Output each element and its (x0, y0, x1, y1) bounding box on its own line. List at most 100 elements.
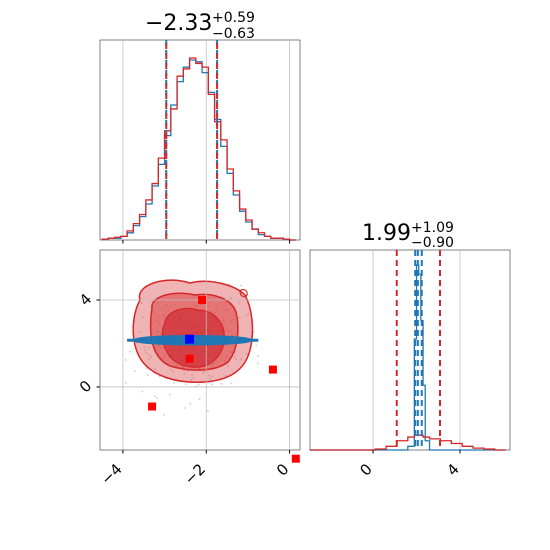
red-square-marker (148, 402, 157, 411)
scatter-sample-point (215, 305, 218, 308)
scatter-sample-point (195, 304, 197, 307)
scatter-sample-point (157, 330, 159, 333)
red-square-marker (185, 354, 194, 363)
joint-xtick-label: −4 (97, 460, 125, 488)
scatter-sample-point (168, 393, 171, 396)
scatter-sample-point (184, 383, 187, 386)
scatter-sample-point (220, 382, 223, 385)
scatter-sample-point (224, 360, 227, 363)
scatter-sample-point (158, 344, 161, 347)
scatter-sample-point (163, 317, 165, 320)
red-square-marker (198, 296, 207, 304)
scatter-sample-point (142, 316, 145, 319)
scatter-sample-point (238, 301, 241, 304)
p1-title-upper: +0.59 (212, 10, 255, 26)
scatter-sample-point (209, 377, 212, 380)
joint-xtick-label: −2 (181, 460, 209, 488)
joint-ytick-label: 0 (76, 377, 95, 396)
p2-histogram-frame (309, 249, 511, 451)
red-density-contours (132, 279, 254, 384)
scatter-sample-point (140, 302, 143, 305)
scatter-sample-point (163, 413, 166, 416)
p1-histogram-frame (99, 39, 301, 241)
scatter-sample-point (191, 374, 193, 376)
scatter-sample-point (198, 398, 201, 401)
scatter-sample-point (145, 367, 148, 370)
p2-title-value: 1.99 (362, 221, 411, 246)
scatter-sample-point (124, 359, 127, 361)
scatter-sample-point (141, 390, 144, 393)
scatter-sample-point (146, 374, 149, 377)
scatter-sample-point (256, 362, 259, 365)
scatter-sample-point (212, 362, 215, 365)
scatter-sample-point (210, 383, 213, 386)
scatter-sample-point (150, 355, 153, 358)
scatter-sample-point (222, 323, 225, 326)
scatter-sample-point (129, 350, 132, 353)
scatter-sample-point (215, 360, 218, 363)
joint-ytick-label: 4 (76, 290, 95, 309)
scatter-sample-point (154, 367, 156, 370)
p1-hist-red-series (101, 57, 296, 241)
scatter-sample-point (164, 355, 166, 358)
scatter-sample-point (256, 354, 259, 357)
scatter-sample-point (246, 352, 248, 355)
scatter-sample-point (148, 357, 150, 360)
red-square-marker (268, 365, 277, 374)
scatter-sample-point (183, 373, 186, 375)
scatter-sample-point (172, 371, 175, 373)
scatter-sample-point (167, 309, 170, 312)
scatter-sample-point (155, 320, 158, 323)
scatter-sample-point (224, 344, 227, 347)
scatter-sample-point (228, 283, 231, 286)
p1-histogram-panel (99, 39, 301, 241)
p2-histogram-panel (309, 249, 511, 451)
scatter-sample-point (229, 382, 232, 385)
scatter-sample-point (211, 375, 214, 378)
scatter-sample-point (184, 407, 187, 409)
scatter-sample-point (162, 314, 165, 316)
scatter-sample-point (125, 381, 127, 384)
scatter-sample-point (197, 383, 200, 386)
scatter-sample-point (155, 397, 158, 399)
scatter-sample-point (240, 284, 243, 287)
scatter-sample-point (145, 352, 148, 354)
scatter-sample-point (181, 366, 184, 369)
scatter-sample-point (210, 364, 213, 367)
blue-square-marker (185, 334, 195, 344)
contour-island (239, 289, 248, 298)
scatter-sample-point (133, 370, 136, 373)
scatter-sample-point (235, 358, 237, 361)
scatter-sample-point (207, 374, 210, 377)
scatter-sample-point (230, 297, 232, 300)
scatter-sample-point (156, 346, 159, 349)
scatter-sample-point (174, 303, 177, 306)
scatter-sample-point (160, 346, 163, 349)
p1-title-lower: −0.63 (212, 26, 255, 42)
red-square-marker (291, 454, 300, 463)
scatter-sample-point (225, 374, 228, 377)
scatter-sample-point (138, 331, 141, 333)
scatter-sample-point (228, 330, 230, 332)
scatter-sample-point (230, 351, 233, 353)
scatter-sample-point (245, 314, 248, 317)
scatter-sample-point (222, 319, 225, 322)
p2-title-lower: −0.90 (411, 235, 454, 251)
scatter-sample-point (198, 367, 201, 370)
scatter-sample-point (234, 351, 237, 354)
scatter-sample-point (232, 318, 235, 321)
scatter-sample-point (170, 368, 173, 371)
scatter-sample-point (161, 357, 164, 359)
scatter-sample-point (153, 395, 156, 397)
scatter-sample-point (189, 378, 192, 381)
scatter-sample-point (147, 346, 150, 349)
scatter-sample-point (225, 355, 228, 358)
scatter-sample-point (158, 321, 160, 324)
scatter-sample-point (143, 346, 146, 349)
p2-hist-xtick-label: 0 (356, 460, 375, 479)
scatter-sample-point (247, 313, 250, 315)
scatter-sample-point (238, 316, 241, 319)
scatter-sample-point (173, 382, 176, 384)
scatter-sample-point (202, 371, 205, 374)
